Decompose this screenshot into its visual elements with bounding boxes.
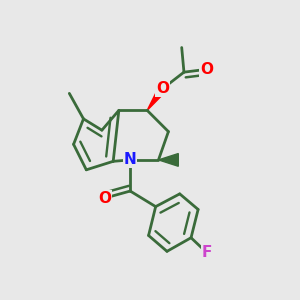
Polygon shape	[147, 86, 166, 110]
Text: O: O	[98, 190, 111, 206]
Polygon shape	[158, 154, 178, 166]
Text: N: N	[124, 152, 136, 167]
Text: O: O	[156, 81, 169, 96]
Text: F: F	[201, 245, 212, 260]
Text: O: O	[200, 62, 213, 77]
